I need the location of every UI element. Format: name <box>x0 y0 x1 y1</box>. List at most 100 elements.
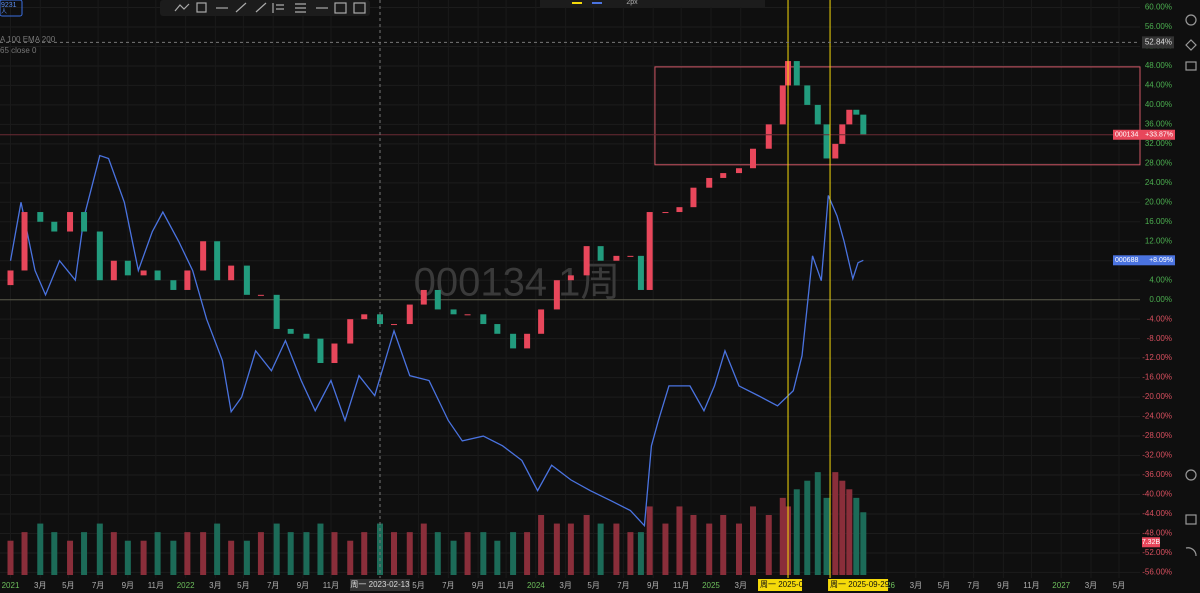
y-tick-label: -48.00% <box>1142 529 1172 538</box>
sidebar-icon[interactable] <box>1185 14 1197 26</box>
x-tick-label: 3月 <box>34 581 46 590</box>
y-tick-label: 32.00% <box>1145 139 1172 148</box>
volume-bar <box>553 523 560 575</box>
symbol-sub: 人 <box>1 9 7 16</box>
volume-bar <box>37 523 44 575</box>
tool-trend[interactable] <box>174 3 190 12</box>
tool-line[interactable] <box>255 2 267 13</box>
volume-bar <box>494 540 501 575</box>
sidebar-icon[interactable] <box>1185 469 1197 481</box>
x-tick-label: 2021 <box>2 581 20 590</box>
y-tick-label: -20.00% <box>1142 392 1172 401</box>
x-tick-label: 5月 <box>237 581 249 590</box>
tool-ray[interactable] <box>235 2 247 13</box>
volume-bar <box>804 480 811 575</box>
color-swatch[interactable] <box>572 2 582 4</box>
candle <box>690 187 697 208</box>
y-tick-label: 0.00% <box>1149 295 1172 304</box>
x-tick-label: 9月 <box>647 581 659 590</box>
x-tick-label: 7月 <box>267 581 279 590</box>
x-tick-label: 2025 <box>702 581 720 590</box>
sidebar-icon[interactable] <box>1185 514 1197 525</box>
y-tick-label: -4.00% <box>1147 314 1172 323</box>
grid <box>0 0 1140 578</box>
sidebar-icon[interactable] <box>1185 39 1197 51</box>
volume-bar <box>510 532 517 575</box>
candle <box>200 241 207 271</box>
tool-channel[interactable] <box>295 3 306 13</box>
volume-bar <box>613 523 620 575</box>
volume-bar <box>361 532 368 575</box>
candle <box>583 246 590 276</box>
volume-bar <box>464 532 471 575</box>
y-tick-label: 56.00% <box>1145 22 1172 31</box>
marker-label: 周一 2025-09-29 <box>830 580 890 589</box>
volume-bar <box>814 472 821 575</box>
y-tick-label: -40.00% <box>1142 490 1172 499</box>
tool-fib[interactable] <box>272 3 284 13</box>
sidebar-icon[interactable] <box>1185 547 1197 557</box>
candle <box>287 328 294 334</box>
candle <box>735 168 742 174</box>
volume-bar <box>214 523 221 575</box>
volume-bar <box>853 497 860 575</box>
y-tick-label: 12.00% <box>1145 236 1172 245</box>
symbol-code: 9231 <box>1 2 17 9</box>
x-tick-label: 11月 <box>148 581 164 590</box>
volume-bar <box>391 532 398 575</box>
sidebar-icon[interactable] <box>1185 61 1197 71</box>
candle <box>646 212 653 290</box>
x-tick-label: 5月 <box>938 581 950 590</box>
volume-tag-bg <box>1142 537 1160 548</box>
candle <box>184 270 191 290</box>
volume-bar <box>480 532 487 575</box>
drawing-toolbar <box>160 0 370 16</box>
volume-bar <box>21 532 28 575</box>
candle <box>538 309 545 334</box>
cursor-label: 52.84% <box>1145 37 1172 46</box>
volume-bar <box>81 532 88 575</box>
series-change: +33.87% <box>1145 132 1173 139</box>
x-tick-label: 7月 <box>967 581 979 590</box>
candle <box>853 109 860 115</box>
candle <box>793 61 800 86</box>
x-tick-label: 11月 <box>498 581 514 590</box>
line-width[interactable]: 2px <box>626 0 638 6</box>
tool-range[interactable] <box>334 2 347 14</box>
x-tick-label: 7月 <box>617 581 629 590</box>
candle <box>228 265 235 281</box>
symbol-box[interactable] <box>0 0 23 17</box>
series-change: +8.09% <box>1149 257 1173 264</box>
candle <box>860 114 867 135</box>
volume-bar <box>273 523 280 575</box>
tool-rect[interactable] <box>196 2 207 13</box>
tool-range2[interactable] <box>353 2 366 14</box>
volume-bar <box>257 532 264 575</box>
candle <box>21 212 28 271</box>
volume-bar <box>170 540 177 575</box>
y-tick-label: -8.00% <box>1147 334 1172 343</box>
series-tag-bg <box>1113 129 1175 140</box>
volume-bar <box>597 523 604 575</box>
y-tick-label: 44.00% <box>1145 81 1172 90</box>
y-tick-label: 16.00% <box>1145 217 1172 226</box>
volume-bar <box>690 515 697 575</box>
x-tick-label: 11月 <box>673 581 689 590</box>
volume-bar <box>793 489 800 575</box>
volume-bar <box>749 506 756 575</box>
y-tick-label: -12.00% <box>1142 353 1172 362</box>
color-swatch[interactable] <box>592 2 602 4</box>
x-tick-label: 2027 <box>1052 581 1070 590</box>
volume-bar <box>662 523 669 575</box>
candle <box>317 338 324 364</box>
volume-bar <box>406 532 413 575</box>
indicator-label: 65 close 0 <box>0 46 37 55</box>
candle <box>124 260 131 276</box>
candle <box>51 221 58 232</box>
volume-bar <box>450 540 457 575</box>
y-tick-label: 28.00% <box>1145 158 1172 167</box>
volume-tag: 7.32B <box>1142 539 1161 546</box>
volume-bar <box>154 532 161 575</box>
candle <box>214 241 221 281</box>
